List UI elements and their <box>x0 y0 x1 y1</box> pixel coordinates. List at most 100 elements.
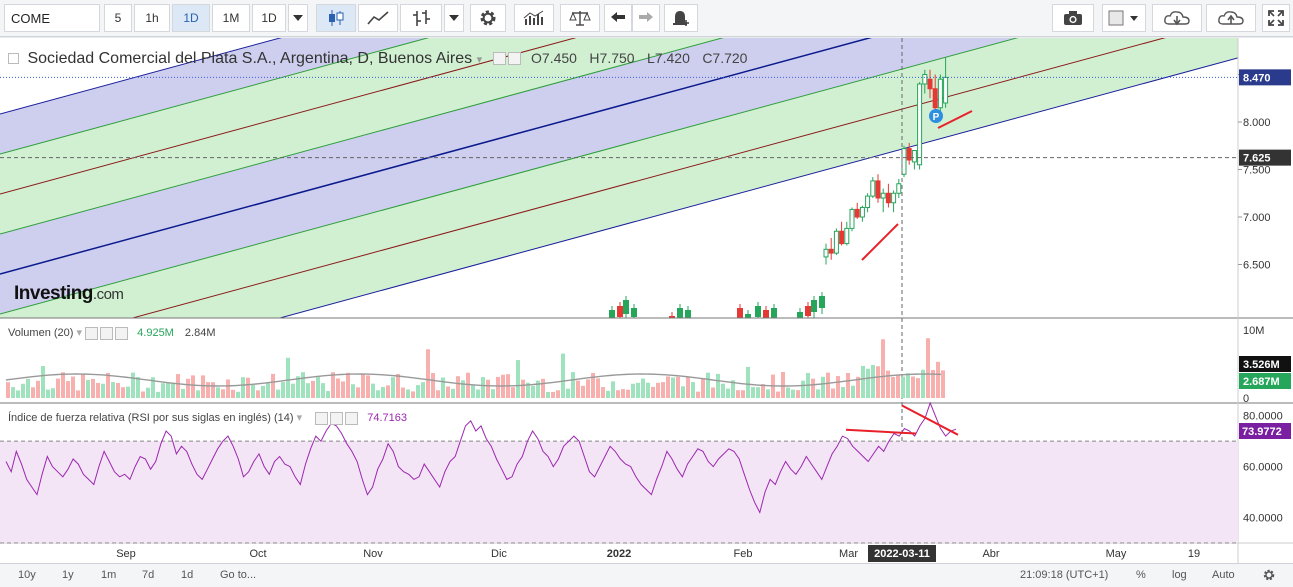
symbol-input[interactable]: COME <box>4 4 100 32</box>
volume-settings-icon[interactable] <box>100 326 114 340</box>
volume-bar-69 <box>351 384 355 398</box>
ohlc-bar-icon <box>413 10 430 26</box>
bar-type-button[interactable] <box>400 4 442 32</box>
volume-bar-53 <box>271 373 275 398</box>
save-cloud-button[interactable] <box>1206 4 1256 32</box>
range-7d[interactable]: 7d <box>142 569 155 581</box>
candle-17 <box>911 150 917 163</box>
volume-bar-89 <box>451 388 455 398</box>
fullscreen-button[interactable] <box>1262 4 1290 32</box>
chart-area[interactable]: P 9.0008.5008.0007.5007.0006.5008.4707.6… <box>0 22 1293 564</box>
volume-value-1: 4.925M <box>137 327 174 339</box>
volume-bar-119 <box>601 387 605 398</box>
volume-bar-108 <box>546 391 550 398</box>
volume-bar-79 <box>401 387 405 398</box>
load-cloud-button[interactable] <box>1152 4 1202 32</box>
undo-button[interactable] <box>604 4 632 32</box>
percent-toggle[interactable]: % <box>1136 569 1146 581</box>
volume-bar-113 <box>571 372 575 398</box>
volume-bar-184 <box>926 338 930 398</box>
rsi-settings-icon[interactable] <box>330 411 344 425</box>
volume-bar-83 <box>421 382 425 398</box>
collapse-icon[interactable] <box>8 53 19 65</box>
volume-bar-104 <box>526 382 530 398</box>
volume-bar-62 <box>316 376 320 398</box>
interval-5-button[interactable]: 5 <box>104 4 132 32</box>
rsi-close-icon[interactable] <box>345 411 359 425</box>
volume-bar-6 <box>36 380 40 398</box>
volume-bar-151 <box>761 384 765 398</box>
volume-bar-40 <box>206 382 210 398</box>
interval-1d-button[interactable]: 1D <box>172 4 210 32</box>
hist-candle-10 <box>763 310 769 318</box>
candle-6 <box>854 208 860 218</box>
rsi-chevron-icon[interactable]: ▾ <box>296 412 303 424</box>
volume-bar-128 <box>646 382 650 398</box>
rsi-eye-icon[interactable] <box>315 411 329 425</box>
screenshot-button[interactable] <box>1052 4 1094 32</box>
range-1y[interactable]: 1y <box>62 569 74 581</box>
chart-type-dropdown-button[interactable] <box>444 4 464 32</box>
volume-bar-60 <box>306 383 310 398</box>
volume-bar-73 <box>371 383 375 398</box>
price-tick-label-3: 7.500 <box>1243 165 1271 177</box>
settings-small-icon[interactable] <box>507 52 521 66</box>
volume-bar-19 <box>101 383 105 398</box>
interval-1h-button[interactable]: 1h <box>134 4 170 32</box>
range-10y[interactable]: 10y <box>18 569 36 581</box>
volume-bar-26 <box>136 377 140 398</box>
eye-icon[interactable] <box>492 52 506 66</box>
volume-bar-39 <box>201 375 205 398</box>
event-marker-icon <box>929 109 943 123</box>
line-type-button[interactable] <box>358 4 398 32</box>
compare-button[interactable] <box>560 4 600 32</box>
event-marker-label: P <box>933 112 940 123</box>
volume-bar-24 <box>126 386 130 398</box>
volume-eye-icon[interactable] <box>85 326 99 340</box>
channel-line-7 <box>278 57 1238 318</box>
goto-date-button[interactable]: Go to... <box>220 569 257 581</box>
layout-button[interactable] <box>1102 4 1146 32</box>
volume-bar-121 <box>611 381 615 398</box>
volume-tick-label-0: 10M <box>1243 325 1264 337</box>
range-1m[interactable]: 1m <box>101 569 117 581</box>
volume-chevron-icon[interactable]: ▾ <box>76 327 83 339</box>
indicators-button[interactable] <box>514 4 554 32</box>
volume-bar-70 <box>356 387 360 398</box>
trendline-2 <box>937 110 973 129</box>
candle-9 <box>870 180 876 197</box>
interval-dropdown-button[interactable] <box>288 4 308 32</box>
volume-bar-33 <box>171 382 175 398</box>
range-1d[interactable]: 1d <box>181 569 194 581</box>
volume-bar-95 <box>481 377 485 398</box>
volume-bar-3 <box>21 383 25 398</box>
volume-bar-34 <box>176 374 180 398</box>
alert-button[interactable] <box>664 4 698 32</box>
candlestick-type-button[interactable] <box>316 4 356 32</box>
volume-bar-93 <box>471 385 475 398</box>
interval-1d-alt-button[interactable]: 1D <box>252 4 286 32</box>
time-label-7: Abr <box>982 548 999 560</box>
settings-button[interactable] <box>470 4 506 32</box>
cloud-download-icon <box>1164 11 1190 26</box>
gear-icon[interactable] <box>1262 568 1276 582</box>
volume-bar-87 <box>441 377 445 398</box>
auto-toggle[interactable]: Auto <box>1212 569 1235 581</box>
redo-button[interactable] <box>632 4 660 32</box>
volume-bar-114 <box>576 380 580 398</box>
volume-bar-82 <box>416 385 420 398</box>
volume-bar-25 <box>131 372 135 398</box>
rsi-line <box>5 401 957 514</box>
candle-15 <box>901 148 907 175</box>
volume-bar-9 <box>51 388 55 398</box>
hist-candle-6 <box>685 310 691 318</box>
title-chevron-icon[interactable]: ▾ <box>476 54 483 66</box>
chart-svg[interactable]: P 9.0008.5008.0007.5007.0006.5008.4707.6… <box>0 22 1293 564</box>
volume-legend: Volumen (20) ▾ 4.925M 2.84M <box>8 326 216 340</box>
hist-candle-8 <box>745 314 751 318</box>
interval-1m-button[interactable]: 1M <box>212 4 250 32</box>
log-toggle[interactable]: log <box>1172 569 1187 581</box>
volume-bar-22 <box>116 382 120 398</box>
trendline-1 <box>861 223 899 261</box>
volume-close-icon[interactable] <box>115 326 129 340</box>
